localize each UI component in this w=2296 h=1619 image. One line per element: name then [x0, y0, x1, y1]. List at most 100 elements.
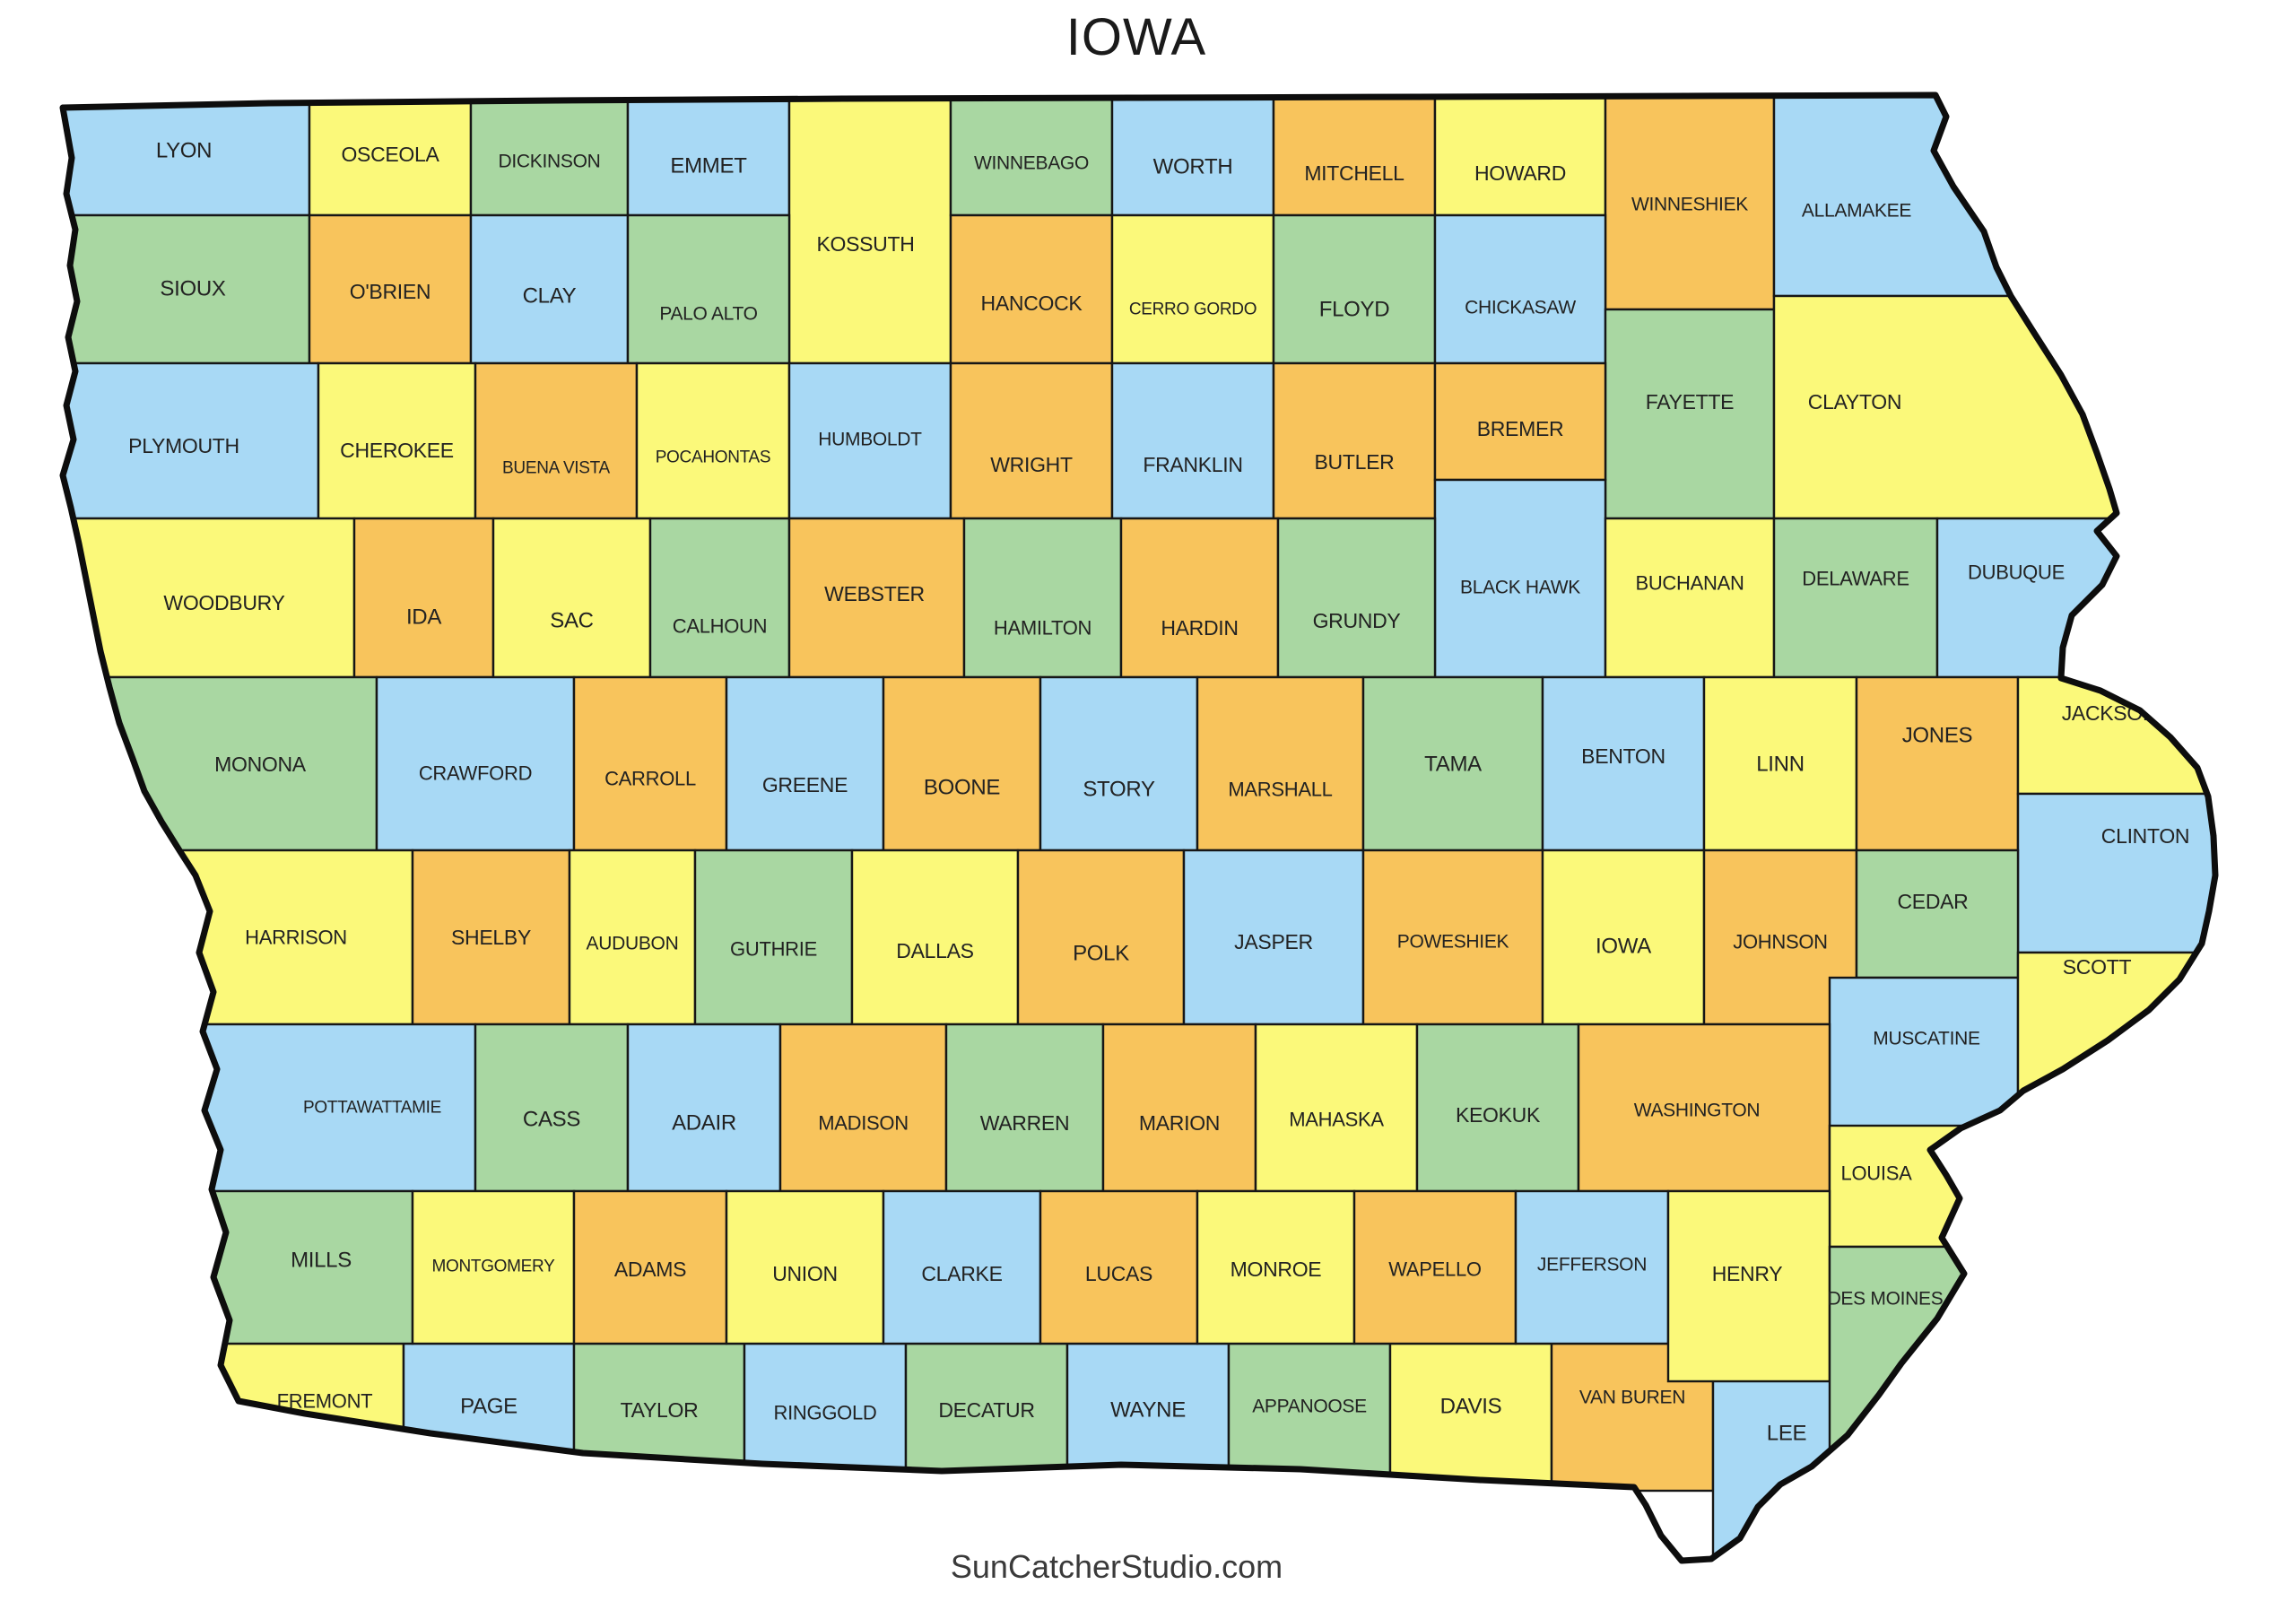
county-label-madison: MADISON: [818, 1112, 909, 1135]
county-label-woodbury: WOODBURY: [163, 591, 284, 614]
county-label-monona: MONONA: [214, 753, 307, 776]
county-label-benton: BENTON: [1581, 744, 1665, 768]
county-winneshiek: [1604, 95, 1776, 311]
county-label-grundy: GRUNDY: [1313, 609, 1401, 632]
county-label-boone: BOONE: [924, 776, 1000, 800]
county-label-carroll: CARROLL: [604, 768, 696, 790]
county-ringgold: [743, 1342, 908, 1516]
county-label-webster: WEBSTER: [824, 582, 925, 605]
county-label-greene: GREENE: [762, 773, 848, 796]
county-shelby: [411, 849, 571, 1026]
county-label-osceola: OSCEOLA: [341, 143, 439, 166]
county-label-plymouth: PLYMOUTH: [128, 434, 239, 457]
county-label-cedar: CEDAR: [1897, 890, 1968, 913]
county-label-bremer: BREMER: [1477, 417, 1564, 440]
county-label-union: UNION: [772, 1262, 838, 1285]
county-calhoun: [648, 517, 791, 679]
county-label-muscatine: MUSCATINE: [1873, 1029, 1980, 1049]
county-label-page: PAGE: [460, 1395, 517, 1419]
county-label-mills: MILLS: [291, 1249, 352, 1273]
county-linn: [1702, 675, 1858, 852]
county-carroll: [572, 675, 728, 852]
county-kossuth: [787, 95, 952, 365]
county-label-wapello: WAPELLO: [1388, 1258, 1482, 1281]
county-label-lucas: LUCAS: [1085, 1262, 1152, 1285]
county-wright: [949, 361, 1114, 520]
county-delaware: [1772, 517, 1939, 679]
county-worth: [1110, 95, 1275, 217]
county-label-butler: BUTLER: [1315, 450, 1395, 474]
county-label-jefferson: JEFFERSON: [1537, 1255, 1647, 1275]
county-jasper: [1182, 849, 1365, 1026]
county-label-polk: POLK: [1073, 942, 1129, 966]
county-wapello: [1352, 1189, 1518, 1345]
county-label-scott: SCOTT: [2063, 955, 2132, 979]
county-muscatine: [1828, 976, 2020, 1132]
county-label-taylor: TAYLOR: [621, 1398, 699, 1422]
county-label-davis: DAVIS: [1440, 1395, 1502, 1419]
county-label-humboldt: HUMBOLDT: [818, 430, 922, 450]
county-label-montgomery: MONTGOMERY: [431, 1258, 555, 1276]
county-davis: [1388, 1342, 1553, 1516]
county-lyon: [63, 95, 311, 217]
county-hardin: [1119, 517, 1280, 679]
county-label-fayette: FAYETTE: [1646, 390, 1734, 413]
county-pocahontas: [635, 361, 791, 520]
county-poweshiek: [1361, 849, 1544, 1026]
county-palo-alto: [626, 213, 791, 365]
county-label-sioux: SIOUX: [160, 277, 225, 301]
county-label-adams: ADAMS: [614, 1258, 686, 1281]
county-allamakee: [1772, 95, 2047, 298]
county-jones: [1855, 675, 2020, 852]
county-label-mitchell: MITCHELL: [1304, 161, 1405, 185]
county-label-louisa: LOUISA: [1841, 1162, 1913, 1185]
county-label-crawford: CRAWFORD: [419, 762, 532, 785]
county-franklin: [1110, 361, 1275, 520]
county-label-o-brien: O'BRIEN: [350, 280, 430, 303]
county-label-hancock: HANCOCK: [981, 292, 1083, 315]
county-label-worth: WORTH: [1153, 155, 1233, 179]
county-dubuque: [1935, 517, 2154, 679]
county-label-cerro-gordo: CERRO GORDO: [1129, 300, 1257, 319]
county-iowa: [1541, 849, 1706, 1026]
county-label-clayton: CLAYTON: [1808, 390, 1901, 413]
county-label-pocahontas: POCAHONTAS: [656, 448, 771, 467]
county-label-harrison: HARRISON: [245, 927, 347, 949]
county-label-marshall: MARSHALL: [1228, 779, 1332, 801]
county-chickasaw: [1433, 213, 1607, 365]
county-grundy: [1276, 517, 1437, 679]
county-label-johnson: JOHNSON: [1733, 931, 1827, 953]
county-label-black-hawk: BLACK HAWK: [1460, 578, 1580, 598]
county-story: [1039, 675, 1199, 852]
county-label-clay: CLAY: [523, 284, 577, 309]
county-label-chickasaw: CHICKASAW: [1465, 298, 1576, 318]
county-crawford: [375, 675, 576, 852]
county-adams: [572, 1189, 728, 1345]
footer-watermark: SunCatcherStudio.com: [950, 1548, 1283, 1585]
county-label-jasper: JASPER: [1234, 930, 1313, 953]
county-henry: [1666, 1189, 1831, 1383]
county-label-emmet: EMMET: [670, 154, 747, 178]
county-label-clarke: CLARKE: [921, 1262, 1002, 1285]
county-warren: [944, 1023, 1105, 1193]
map-title: IOWA: [1065, 8, 1207, 66]
county-sac: [491, 517, 652, 679]
county-label-appanoose: APPANOOSE: [1252, 1397, 1367, 1417]
county-label-clinton: CLINTON: [2101, 824, 2189, 848]
county-appanoose: [1227, 1342, 1392, 1516]
county-jefferson: [1514, 1189, 1670, 1345]
county-lucas: [1039, 1189, 1199, 1345]
county-woodbury: [63, 517, 356, 679]
county-label-marion: MARION: [1139, 1111, 1220, 1135]
county-tama: [1361, 675, 1544, 852]
county-benton: [1541, 675, 1706, 852]
county-jackson: [2016, 675, 2215, 796]
county-montgomery: [411, 1189, 576, 1345]
county-polk: [1016, 849, 1186, 1026]
county-pottawattamie: [178, 1023, 477, 1193]
county-hancock: [949, 213, 1114, 365]
county-wayne: [1065, 1342, 1231, 1516]
county-label-des-moines: DES MOINES: [1828, 1289, 1944, 1310]
county-label-washington: WASHINGTON: [1634, 1101, 1761, 1121]
